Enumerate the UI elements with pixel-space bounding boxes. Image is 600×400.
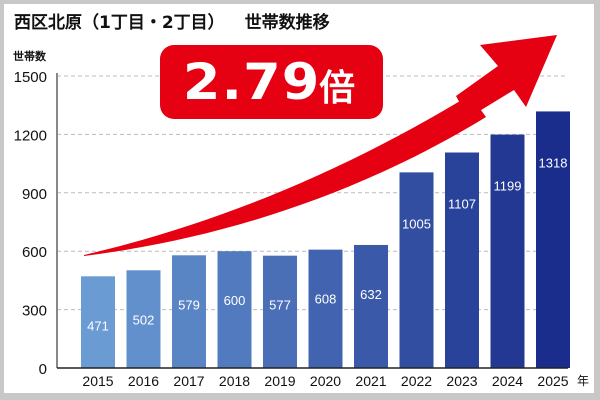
y-tick-label: 600 [22,244,47,261]
bar-value-label: 1318 [539,155,568,170]
x-tick-label: 2023 [446,373,477,389]
bar [126,270,161,368]
x-tick-label: 2018 [219,373,250,389]
bar [536,111,570,369]
x-tick-label: 2025 [537,373,568,389]
y-ticks: 0 300 600 900 1200 1500 [14,69,47,378]
x-tick-label: 2017 [173,373,204,389]
bar-value-label: 632 [360,287,382,302]
trend-arrow [84,35,557,256]
bar [308,249,343,368]
y-tick-label: 300 [22,303,47,320]
y-tick-label: 1500 [14,69,47,86]
x-tick-label: 2016 [128,373,159,389]
y-tick-label: 1200 [14,127,47,144]
bar-value-label: 1005 [402,216,431,231]
y-axis-label: 世帯数 [13,50,46,63]
bar [263,255,297,368]
title-topic: 世帯数推移 [244,13,330,33]
bar-value-label: 577 [269,298,291,313]
growth-unit: 倍 [319,68,356,109]
x-tick-label: 2019 [264,373,295,389]
bar [490,134,525,368]
x-tick-label: 2024 [492,373,523,389]
x-tick-label: 2022 [401,373,432,389]
bar-value-label: 579 [178,297,200,312]
growth-badge: 2.79 倍 [160,45,383,119]
bar-value-label: 502 [133,312,155,327]
bar [399,172,434,368]
x-tick-label: 2020 [310,373,341,389]
bar [354,244,388,368]
bar-value-label: 608 [315,292,337,307]
x-tick-label: 2015 [82,373,113,389]
trend-arrow-body [84,95,486,256]
y-tick-label: 0 [39,361,47,378]
bar [172,255,206,368]
bar-value-label: 471 [87,318,109,333]
trend-arrow-head [456,35,557,118]
x-axis-unit: 年 [577,374,589,388]
bar [81,276,115,368]
bar-value-label: 1107 [448,197,476,212]
bar-value-label: 600 [224,293,246,308]
bars: 471 502 579 600 577 608 632 1005 1107 1199 1318 [81,111,570,369]
x-tick-label: 2021 [355,373,386,389]
axes [56,73,568,369]
bar [445,152,479,368]
growth-value: 2.79 [182,53,321,111]
bar-value-label: 1199 [494,179,522,194]
bar [217,251,252,368]
title-area: 西区北原（1丁目・2丁目） [14,13,225,33]
chart-title: 西区北原（1丁目・2丁目） 世帯数推移 [14,8,330,33]
y-tick-label: 900 [22,186,47,203]
x-ticks: 2015 2016 2017 2018 2019 2020 2021 2022 2023 2024… [82,373,589,389]
